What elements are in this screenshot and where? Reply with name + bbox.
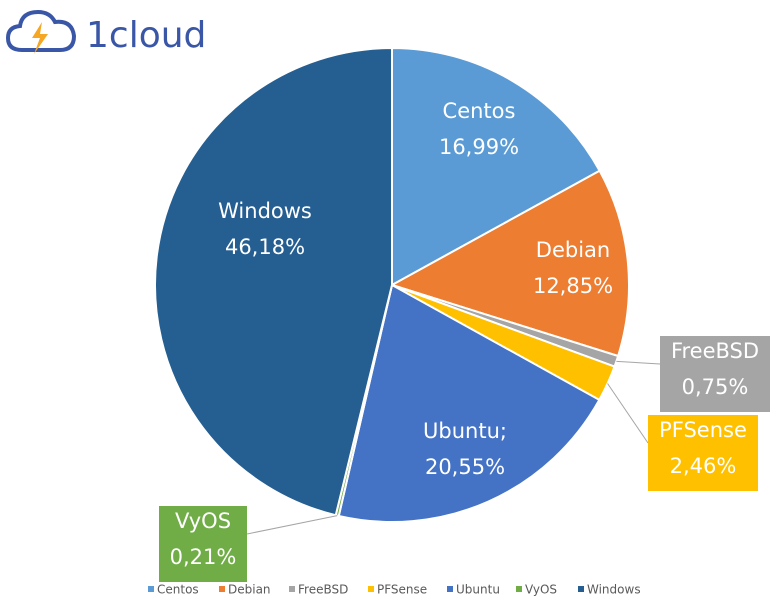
- logo-text: 1cloud: [86, 15, 206, 56]
- label-box: [660, 336, 770, 412]
- logo-cloud: [5, 9, 77, 52]
- leader-line: [607, 383, 649, 444]
- legend-label: Centos: [157, 583, 199, 597]
- slice-name: Debian: [536, 238, 610, 262]
- legend-label: Ubuntu: [456, 583, 500, 597]
- leader-line: [616, 360, 661, 365]
- legend-label: Debian: [228, 583, 271, 597]
- labels: Centos 16,99% Debian 12,85% FreeBSD 0,75% PFSe…: [159, 99, 770, 582]
- slice-value: 16,99%: [439, 135, 519, 159]
- legend-swatch: [289, 586, 295, 592]
- slice-name: PFSense: [659, 418, 747, 442]
- legend-swatch: [447, 586, 453, 592]
- slice-name: FreeBSD: [671, 339, 759, 363]
- legend: Centos Debian FreeBSD PFSense Ubuntu VyOS Wind…: [148, 583, 641, 597]
- label-box: [648, 415, 758, 491]
- slice: [389, 169, 630, 358]
- legend-label: PFSense: [377, 583, 427, 597]
- slice-name: Ubuntu;: [423, 419, 507, 443]
- leader-line: [246, 515, 338, 535]
- label-box: [159, 506, 247, 582]
- slice-name: Centos: [443, 99, 516, 123]
- legend-label: FreeBSD: [298, 583, 348, 597]
- legend-swatch: [219, 586, 225, 592]
- slice-value: 2,46%: [670, 454, 737, 478]
- legend-label: Windows: [587, 583, 641, 597]
- legend-swatch: [148, 586, 154, 592]
- slice: [391, 46, 601, 287]
- slice-value: 46,18%: [225, 235, 305, 259]
- legend-swatch: [578, 586, 584, 592]
- logo: 1cloud: [5, 9, 206, 56]
- slice-value: 0,75%: [682, 375, 749, 399]
- slice-value: 20,55%: [425, 455, 505, 479]
- legend-label: VyOS: [525, 583, 557, 597]
- slice: [154, 46, 393, 517]
- slice-value: 0,21%: [170, 545, 237, 569]
- slice-name: Windows: [218, 199, 312, 223]
- legend-swatch: [368, 586, 374, 592]
- slice-value: 12,85%: [533, 274, 613, 298]
- slice: [337, 283, 601, 523]
- logo-bolt: [32, 22, 48, 54]
- legend-swatch: [516, 586, 522, 592]
- slice-name: VyOS: [175, 509, 231, 533]
